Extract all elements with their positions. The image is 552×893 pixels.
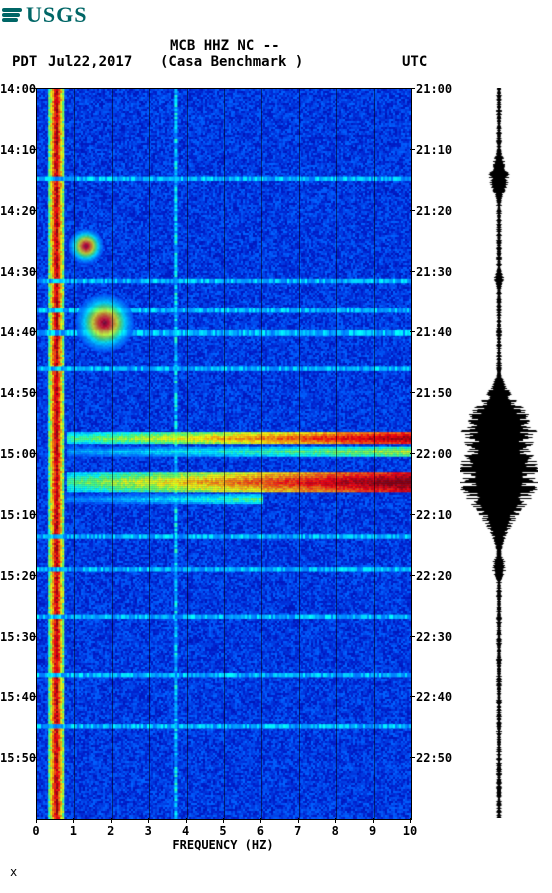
y-left-tick [31,88,36,89]
x-tick [373,818,374,823]
y-right-tick [410,392,415,393]
y-left-tick [31,271,36,272]
y-left-label: 14:20 [0,204,34,218]
y-left-label: 14:00 [0,82,34,96]
footer-mark: x [10,865,17,879]
y-left-tick [31,453,36,454]
y-right-label: 22:30 [416,630,460,644]
y-right-label: 21:30 [416,265,460,279]
y-left-tick [31,514,36,515]
y-right-tick [410,636,415,637]
x-tick [410,818,411,823]
station-id: MCB HHZ NC -- [170,38,280,54]
right-timezone: UTC [402,54,427,70]
x-tick [335,818,336,823]
y-right-label: 22:20 [416,569,460,583]
y-left-tick [31,575,36,576]
y-right-tick [410,271,415,272]
x-axis-title: FREQUENCY (HZ) [148,838,298,852]
x-tick-label: 7 [288,824,308,838]
gridline-v [299,89,300,819]
x-tick [186,818,187,823]
y-right-tick [410,210,415,211]
y-left-tick [31,331,36,332]
y-left-label: 14:40 [0,325,34,339]
y-left-label: 15:10 [0,508,34,522]
x-tick-label: 4 [176,824,196,838]
y-right-tick [410,453,415,454]
x-tick [111,818,112,823]
gridline-v [336,89,337,819]
gridline-v [187,89,188,819]
x-tick-label: 0 [26,824,46,838]
y-right-label: 21:50 [416,386,460,400]
gridline-v [224,89,225,819]
gridline-v [261,89,262,819]
y-left-tick [31,392,36,393]
y-right-label: 22:40 [416,690,460,704]
y-left-label: 15:50 [0,751,34,765]
y-left-label: 15:20 [0,569,34,583]
gridline-v [74,89,75,819]
x-tick-label: 8 [325,824,345,838]
station-desc: (Casa Benchmark ) [160,54,303,70]
x-tick [223,818,224,823]
y-right-tick [410,575,415,576]
spectrogram-chart [36,88,412,820]
x-tick-label: 9 [363,824,383,838]
y-right-tick [410,331,415,332]
y-right-tick [410,88,415,89]
y-left-tick [31,210,36,211]
left-timezone: PDT [12,54,37,70]
gridline-v [374,89,375,819]
y-right-label: 21:10 [416,143,460,157]
y-left-label: 15:00 [0,447,34,461]
usgs-wave-icon [2,8,22,22]
usgs-logo-text: USGS [26,2,87,28]
gridline-v [112,89,113,819]
y-right-tick [410,514,415,515]
x-tick [148,818,149,823]
x-tick [73,818,74,823]
gridline-v [149,89,150,819]
x-tick [298,818,299,823]
y-right-tick [410,696,415,697]
y-right-label: 22:10 [416,508,460,522]
y-left-label: 14:30 [0,265,34,279]
x-tick-label: 5 [213,824,233,838]
usgs-logo: USGS [2,2,87,28]
x-tick [260,818,261,823]
x-tick-label: 10 [400,824,420,838]
y-left-tick [31,696,36,697]
y-left-label: 15:30 [0,630,34,644]
y-right-tick [410,757,415,758]
y-left-label: 15:40 [0,690,34,704]
x-tick-label: 3 [138,824,158,838]
y-left-tick [31,636,36,637]
y-right-label: 21:00 [416,82,460,96]
x-tick-label: 2 [101,824,121,838]
y-left-tick [31,149,36,150]
x-tick-label: 6 [250,824,270,838]
y-right-tick [410,149,415,150]
date-label: Jul22,2017 [48,54,132,70]
waveform-panel [460,88,538,818]
y-right-label: 21:20 [416,204,460,218]
y-right-label: 21:40 [416,325,460,339]
waveform-canvas [460,88,538,818]
y-right-label: 22:00 [416,447,460,461]
y-left-label: 14:50 [0,386,34,400]
y-right-label: 22:50 [416,751,460,765]
x-tick [36,818,37,823]
y-left-label: 14:10 [0,143,34,157]
x-tick-label: 1 [63,824,83,838]
y-left-tick [31,757,36,758]
